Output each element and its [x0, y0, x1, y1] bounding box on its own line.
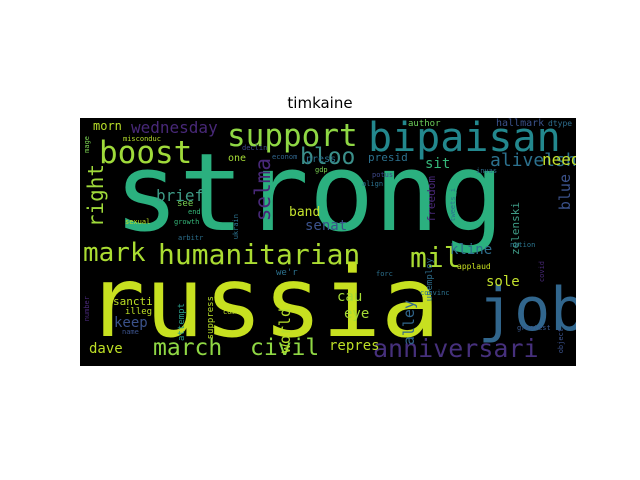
word-invas: invas: [476, 167, 498, 175]
word-one: one: [228, 153, 247, 164]
word-illeg: illeg: [125, 307, 153, 317]
word-nation: nation: [510, 241, 536, 249]
word-convinc: convinc: [420, 289, 450, 297]
word-tweets: tweets_i: [449, 188, 457, 222]
word-march: march: [153, 335, 223, 361]
word-gdp: gdp: [315, 166, 328, 174]
word-number: number: [83, 296, 91, 322]
word-see: see: [177, 199, 194, 209]
word-growth: growth: [174, 218, 200, 226]
word-job: job: [478, 275, 576, 345]
word-forc: forc: [376, 270, 393, 278]
word-strong: strong: [114, 131, 505, 256]
word-russia: russia: [86, 246, 441, 360]
word-bipaisan: bipaisan: [368, 118, 561, 161]
word-suppress: suppress: [206, 296, 216, 340]
word-wer: we'r: [276, 268, 298, 278]
word-civil: civil: [250, 335, 320, 361]
word-author: author: [408, 119, 441, 129]
word-sancti: sancti: [113, 295, 153, 308]
word-freedom: freedom: [425, 176, 438, 223]
word-eye: repres: [329, 338, 380, 354]
word-kline: alivelshi: [490, 150, 576, 171]
word-ukrain: ukrain: [232, 214, 240, 240]
word-support: support: [227, 118, 358, 154]
word-humanitarian: humanitarian: [158, 238, 361, 271]
word-cloud: strong russia bipaisan job support boost…: [80, 118, 576, 366]
word-name: name: [122, 328, 139, 336]
word-world: world: [276, 308, 294, 354]
word-presid: presid: [368, 151, 408, 164]
word-need: sole: [486, 274, 520, 290]
word-hallmark: hallmark: [496, 118, 545, 129]
word-repres: alley: [400, 300, 418, 346]
word-greatest: greatest: [517, 324, 551, 332]
word-mil: mil: [410, 241, 461, 274]
word-come: come: [223, 308, 240, 316]
word-alivelshi: blue: [556, 174, 574, 211]
word-dtype: dtype: [548, 119, 573, 128]
word-econom: econom: [272, 153, 298, 161]
word-misconduc: misconduc: [123, 135, 161, 143]
word-press: press: [306, 154, 337, 165]
word-morn: morn: [93, 119, 122, 133]
word-applaud: applaud: [457, 262, 491, 271]
word-sit: need: [542, 150, 576, 169]
word-right: right: [84, 164, 108, 228]
word-potus: potus: [372, 171, 394, 179]
word-boost: boost: [99, 135, 193, 171]
word-alley: senat: [305, 218, 348, 234]
word-object: object: [557, 328, 565, 354]
word-dave: dave: [89, 341, 123, 357]
word-mage: mage: [83, 136, 91, 153]
word-covid: covid: [538, 261, 546, 283]
word-arbitr: arbitr: [178, 234, 204, 242]
word-senat: sit: [425, 156, 451, 172]
word-selma: selma: [251, 158, 275, 222]
word-keep: keep: [114, 315, 148, 331]
word-mark: mark: [83, 238, 146, 268]
word-align: align: [362, 180, 384, 188]
word-brief: brief: [156, 186, 205, 205]
word-sole: cau: [337, 289, 363, 305]
word-sexual: sexual: [125, 218, 151, 226]
word-declin: declin: [242, 144, 268, 152]
word-band: band: [289, 205, 321, 220]
word-blue: kline: [450, 242, 493, 258]
wordcloud-title: timkaine: [287, 94, 353, 112]
word-attempt: attempt: [177, 303, 187, 341]
word-end: end: [188, 208, 201, 216]
word-anniversari: anniversari: [373, 334, 539, 363]
word-wednesday: wednesday: [131, 118, 218, 137]
word-bloo: bloo: [300, 144, 356, 170]
word-cau: eye: [344, 306, 370, 322]
